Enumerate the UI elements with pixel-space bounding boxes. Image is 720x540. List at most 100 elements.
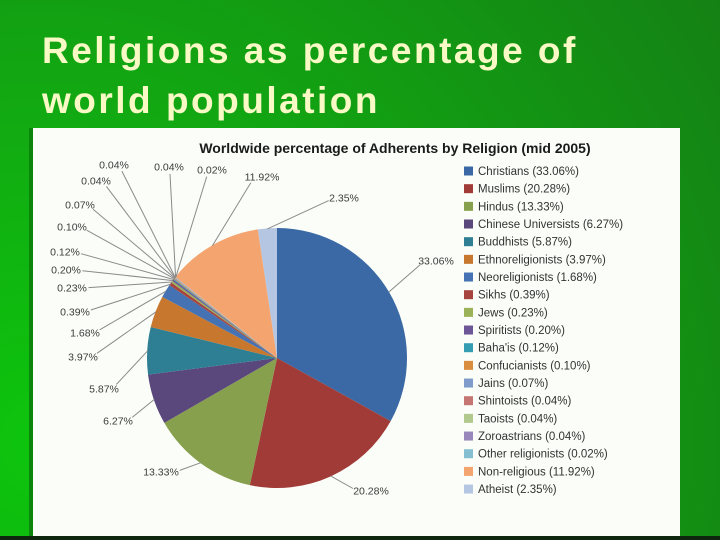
pie-label-muslims: 20.28%: [353, 486, 389, 498]
legend-swatch-icon: [464, 343, 473, 353]
legend-item: Taoists (0.04%): [464, 413, 557, 425]
legend-swatch-icon: [464, 449, 473, 459]
chart-image: Worldwide percentage of Adherents by Rel…: [33, 128, 680, 536]
page-title-line1: Religions as percentage of: [42, 30, 578, 71]
pie-label-atheist: 2.35%: [329, 193, 359, 205]
legend-item: Atheist (2.35%): [464, 484, 557, 496]
page-title: Religions as percentage of world populat…: [42, 26, 578, 126]
religion-pie-chart: Worldwide percentage of Adherents by Rel…: [33, 128, 680, 536]
legend-item: Hindus (13.33%): [464, 201, 564, 213]
pie-slice-shintoists: [174, 277, 277, 358]
legend-label: Baha'is (0.12%): [478, 343, 559, 355]
pie-slice-ethnoreligionists: [150, 296, 277, 358]
leader-line-baha-is: [80, 253, 175, 281]
pie-label-shintoists: 0.04%: [81, 176, 111, 188]
legend-item: Christians (33.06%): [464, 166, 579, 178]
legend-swatch-icon: [464, 396, 473, 406]
legend-swatch-icon: [464, 307, 473, 317]
legend-item: Shintoists (0.04%): [464, 396, 571, 408]
legend-item: Muslims (20.28%): [464, 184, 570, 196]
pie-slice-zoroastrians: [175, 276, 277, 358]
legend-swatch-icon: [464, 254, 473, 264]
legend-label: Buddhists (5.87%): [478, 237, 572, 249]
legend-swatch-icon: [464, 184, 473, 194]
pie-slice-non-religious: [175, 229, 277, 358]
pie-label-taoists: 0.04%: [99, 160, 129, 172]
legend-item: Jains (0.07%): [464, 378, 548, 390]
legend-label: Atheist (2.35%): [478, 484, 557, 496]
legend-label: Other religionists (0.02%): [478, 449, 608, 461]
leader-line-ethnoreligionists: [96, 311, 157, 354]
leader-line-zoroastrians: [169, 173, 177, 278]
pie-label-hindus: 13.33%: [143, 467, 179, 479]
leader-line-jews: [88, 281, 173, 289]
pie-slice-jews: [171, 280, 277, 358]
leader-line-christians: [388, 264, 421, 293]
pie-slice-other-religionists: [175, 276, 277, 358]
legend-swatch-icon: [464, 360, 473, 370]
legend-item: Chinese Universists (6.27%): [464, 219, 623, 231]
legend-item: Buddhists (5.87%): [464, 237, 572, 249]
pie-slice-christians: [277, 228, 408, 422]
pie-label-baha-is: 0.12%: [50, 247, 80, 259]
pie-slice-taoists: [174, 277, 277, 358]
legend-label: Chinese Universists (6.27%): [478, 219, 623, 231]
leader-line-buddhists: [116, 350, 149, 385]
legend-label: Confucianists (0.10%): [478, 360, 591, 372]
leader-line-hindus: [179, 462, 201, 471]
legend-label: Muslims (20.28%): [478, 184, 570, 196]
legend-item: Sikhs (0.39%): [464, 290, 550, 302]
legend-swatch-icon: [464, 237, 473, 247]
leader-line-shintoists: [106, 186, 176, 279]
pie-slice-chinese-universists: [148, 358, 277, 423]
pie-label-jews: 0.23%: [57, 283, 87, 295]
pie-label-zoroastrians: 0.04%: [154, 162, 184, 174]
legend-swatch-icon: [464, 484, 473, 494]
leader-line-neoreligionists: [99, 290, 167, 331]
legend-item: Jews (0.23%): [464, 307, 548, 319]
pie-label-buddhists: 5.87%: [89, 384, 119, 396]
legend-item: Non-religious (11.92%): [464, 466, 595, 478]
pie-slice-hindus: [164, 358, 277, 486]
leader-line-confucianists: [86, 229, 175, 280]
pie-slice-jains: [174, 277, 277, 358]
pie-label-spiritists: 0.20%: [51, 265, 81, 277]
legend-label: Ethnoreligionists (3.97%): [478, 254, 606, 266]
legend-label: Jews (0.23%): [478, 307, 548, 319]
pie-label-neoreligionists: 1.68%: [70, 328, 100, 340]
pie-label-other-religionists: 0.02%: [197, 165, 227, 177]
leader-line-taoists: [121, 170, 176, 278]
legend-swatch-icon: [464, 378, 473, 388]
chart-title: Worldwide percentage of Adherents by Rel…: [199, 140, 590, 156]
legend-item: Ethnoreligionists (3.97%): [464, 254, 606, 266]
pie-label-jains: 0.07%: [65, 200, 95, 212]
legend-item: Zoroastrians (0.04%): [464, 431, 586, 443]
legend-swatch-icon: [464, 201, 473, 211]
legend-swatch-icon: [464, 290, 473, 300]
leader-line-other-religionists: [175, 176, 208, 278]
pie-slice-confucianists: [173, 278, 277, 358]
legend-label: Jains (0.07%): [478, 378, 548, 390]
pie-label-confucianists: 0.10%: [57, 222, 87, 234]
legend-label: Hindus (13.33%): [478, 201, 564, 213]
pie-slice-baha-is: [173, 278, 277, 358]
legend-label: Zoroastrians (0.04%): [478, 431, 586, 443]
leader-line-chinese-universists: [131, 399, 155, 418]
leader-line-spiritists: [82, 270, 174, 282]
page-title-line2: world population: [42, 80, 381, 121]
pie-slice-muslims: [249, 358, 391, 489]
legend-swatch-icon: [464, 219, 473, 229]
legend-swatch-icon: [464, 166, 473, 176]
legend-label: Christians (33.06%): [478, 166, 579, 178]
pie-label-christians: 33.06%: [418, 256, 454, 268]
pie-slice-spiritists: [172, 279, 277, 358]
leader-line-muslims: [330, 475, 354, 489]
leader-line-atheist: [267, 200, 329, 230]
chart-left-border: [29, 128, 33, 536]
leader-line-sikhs: [90, 283, 171, 311]
legend-swatch-icon: [464, 431, 473, 441]
pie-label-sikhs: 0.39%: [60, 307, 90, 319]
legend-label: Sikhs (0.39%): [478, 290, 550, 302]
pie-slice-neoreligionists: [162, 285, 277, 358]
